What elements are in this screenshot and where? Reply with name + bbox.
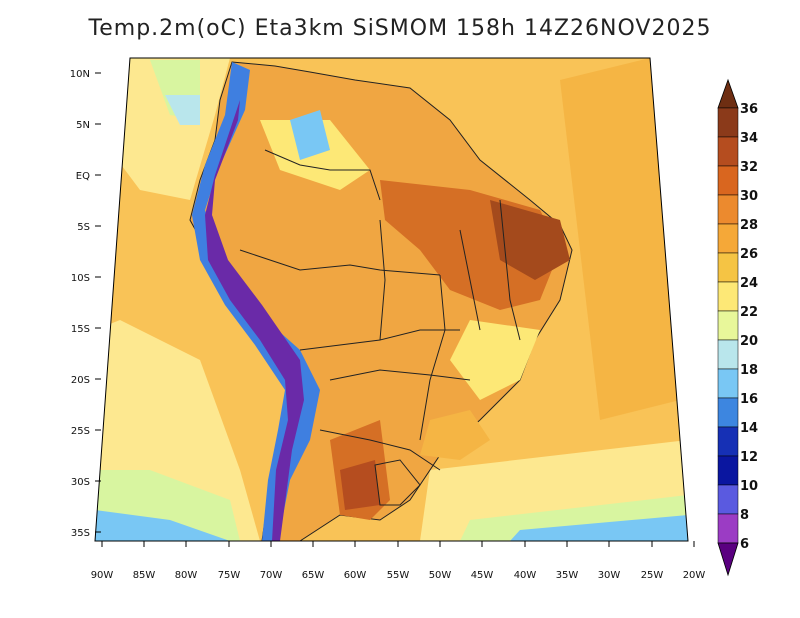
border-paraguay (329, 369, 471, 381)
longitude-axis: 90W 85W 80W 75W 70W 65W 60W 55W 50W 45W … (91, 541, 706, 581)
colorbar-label: 16 (740, 392, 758, 407)
lat-label: 20S (71, 375, 90, 386)
lon-label: 75W (218, 570, 241, 581)
colorbar-swatch (717, 368, 739, 399)
temperature-field (95, 58, 688, 541)
colorbar-swatch (717, 310, 739, 341)
lon-label: 70W (260, 570, 283, 581)
lat-label: EQ (76, 171, 90, 182)
colorbar-label: 34 (740, 131, 758, 146)
border-tocantins (459, 229, 481, 331)
lon-label: 50W (429, 570, 452, 581)
colorbar-label: 24 (740, 276, 758, 291)
map-title: Temp.2m(oC) Eta3km SiSMOM 158h 14Z26NOV2… (88, 16, 712, 41)
border-north (264, 149, 381, 201)
colorbar-label: 6 (740, 537, 749, 552)
lon-label: 60W (344, 570, 367, 581)
border-amazon (239, 249, 441, 276)
lat-label: 10S (71, 273, 90, 284)
lon-label: 40W (514, 570, 537, 581)
lon-label: 30W (598, 570, 621, 581)
lon-label: 85W (133, 570, 156, 581)
colorbar-swatch (717, 107, 739, 138)
lat-label: 15S (71, 324, 90, 335)
border-uruguay (374, 459, 421, 506)
colorbar-swatch (717, 455, 739, 486)
colorbar-swatch (717, 397, 739, 428)
map-frame (94, 57, 689, 542)
colorbar-label: 20 (740, 334, 758, 349)
lon-label: 45W (471, 570, 494, 581)
colorbar-swatch (717, 281, 739, 312)
lon-label: 80W (175, 570, 198, 581)
land-hotter-chaco (340, 460, 380, 510)
colorbar-swatch (717, 136, 739, 167)
guiana-highland-cool (290, 110, 330, 160)
colorbar-label: 28 (740, 218, 758, 233)
border-goias (419, 274, 446, 441)
colorbar-swatch (717, 339, 739, 370)
lat-label: 30S (71, 477, 90, 488)
colorbar-label: 36 (740, 102, 758, 117)
colorbar-label: 8 (740, 508, 749, 523)
border-argentina (319, 429, 441, 471)
border-bahia (499, 199, 521, 341)
colorbar-label: 18 (740, 363, 758, 378)
colorbar-swatch (717, 165, 739, 196)
colorbar-swatch (717, 513, 739, 544)
land-south-brazil (420, 410, 490, 460)
colorbar-swatch (717, 194, 739, 225)
colorbar-label: 10 (740, 479, 758, 494)
colorbar-label: 30 (740, 189, 758, 204)
colorbar-swatch (717, 223, 739, 254)
pacific-north-coldest (165, 95, 200, 125)
lon-label: 35W (556, 570, 579, 581)
country-borders (239, 149, 521, 506)
lon-label: 65W (302, 570, 325, 581)
border-mato-grosso (379, 219, 386, 341)
colorbar-label: 32 (740, 160, 758, 175)
lat-label: 5S (77, 222, 90, 233)
lon-label: 90W (91, 570, 114, 581)
land-cooler-southeast (450, 320, 540, 400)
lat-label: 25S (71, 426, 90, 437)
lon-label: 55W (387, 570, 410, 581)
colorbar-swatch (717, 252, 739, 283)
atlantic-south-coldest (510, 515, 688, 541)
colorbar-bottom-arrow (717, 542, 739, 577)
colorbar-label: 12 (740, 450, 758, 465)
colorbar-label: 26 (740, 247, 758, 262)
colorbar-top-arrow (717, 78, 739, 109)
land-hottest-northeast (490, 200, 570, 280)
lat-label: 10N (70, 69, 90, 80)
lon-label: 25W (641, 570, 664, 581)
colorbar-label: 14 (740, 421, 758, 436)
colorbar-swatch (717, 426, 739, 457)
lon-label: 20W (683, 570, 706, 581)
colorbar: 36 34 32 30 28 26 24 22 20 18 16 14 12 1… (717, 78, 758, 577)
lat-label: 5N (76, 120, 90, 131)
lat-label: 35S (71, 528, 90, 539)
colorbar-label: 22 (740, 305, 758, 320)
atlantic-east-warm (560, 58, 680, 420)
pacific-south-coldest (95, 510, 230, 541)
andes-colder (205, 100, 304, 541)
colorbar-swatch (717, 484, 739, 515)
latitude-axis: 10N 5N EQ 5S 10S 15S 20S 25S 30S 35S (70, 69, 101, 539)
